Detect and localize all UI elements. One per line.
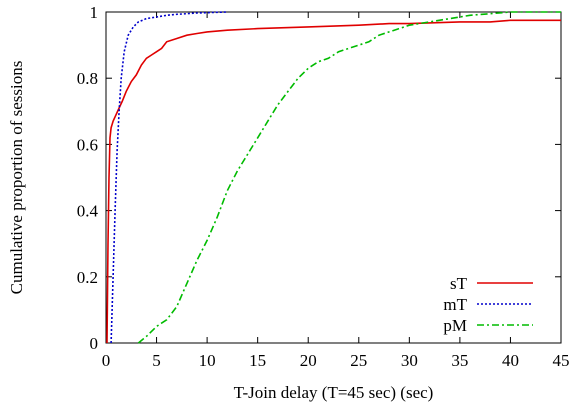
- x-tick-label: 25: [350, 351, 367, 370]
- x-tick-label: 10: [199, 351, 216, 370]
- y-tick-label: 1: [90, 3, 99, 22]
- series-layer: [106, 11, 561, 344]
- x-axis-label: T-Join delay (T=45 sec) (sec): [234, 383, 434, 402]
- x-tick-label: 45: [553, 351, 570, 370]
- legend-label-sT: sT: [450, 274, 468, 293]
- series-line-sT: [106, 19, 561, 344]
- legend-label-pM: pM: [443, 316, 467, 335]
- y-tick-label: 0: [90, 334, 99, 353]
- y-tick-label: 0.2: [77, 268, 98, 287]
- x-tick-label: 5: [152, 351, 161, 370]
- x-tick-label: 30: [401, 351, 418, 370]
- x-tick-label: 35: [451, 351, 468, 370]
- x-tick-label: 20: [300, 351, 317, 370]
- x-axis: 0 5 10 15 20 25 30 35 40 45: [102, 12, 570, 370]
- y-tick-label: 0.4: [77, 202, 99, 221]
- x-tick-label: 0: [102, 351, 111, 370]
- y-tick-label: 0.8: [77, 69, 98, 88]
- series-line-mT: [110, 11, 228, 344]
- y-axis-label: Cumulative proportion of sessions: [7, 61, 26, 295]
- x-tick-label: 15: [249, 351, 266, 370]
- x-tick-label: 40: [502, 351, 519, 370]
- y-tick-label: 0.6: [77, 135, 98, 154]
- legend: sT mT pM: [443, 274, 533, 335]
- y-axis: 0 0.2 0.4 0.6 0.8 1: [77, 3, 561, 353]
- plot-area: [105, 11, 562, 344]
- series-line-pM: [137, 11, 561, 344]
- plot-frame: [105, 11, 562, 344]
- legend-label-mT: mT: [443, 295, 467, 314]
